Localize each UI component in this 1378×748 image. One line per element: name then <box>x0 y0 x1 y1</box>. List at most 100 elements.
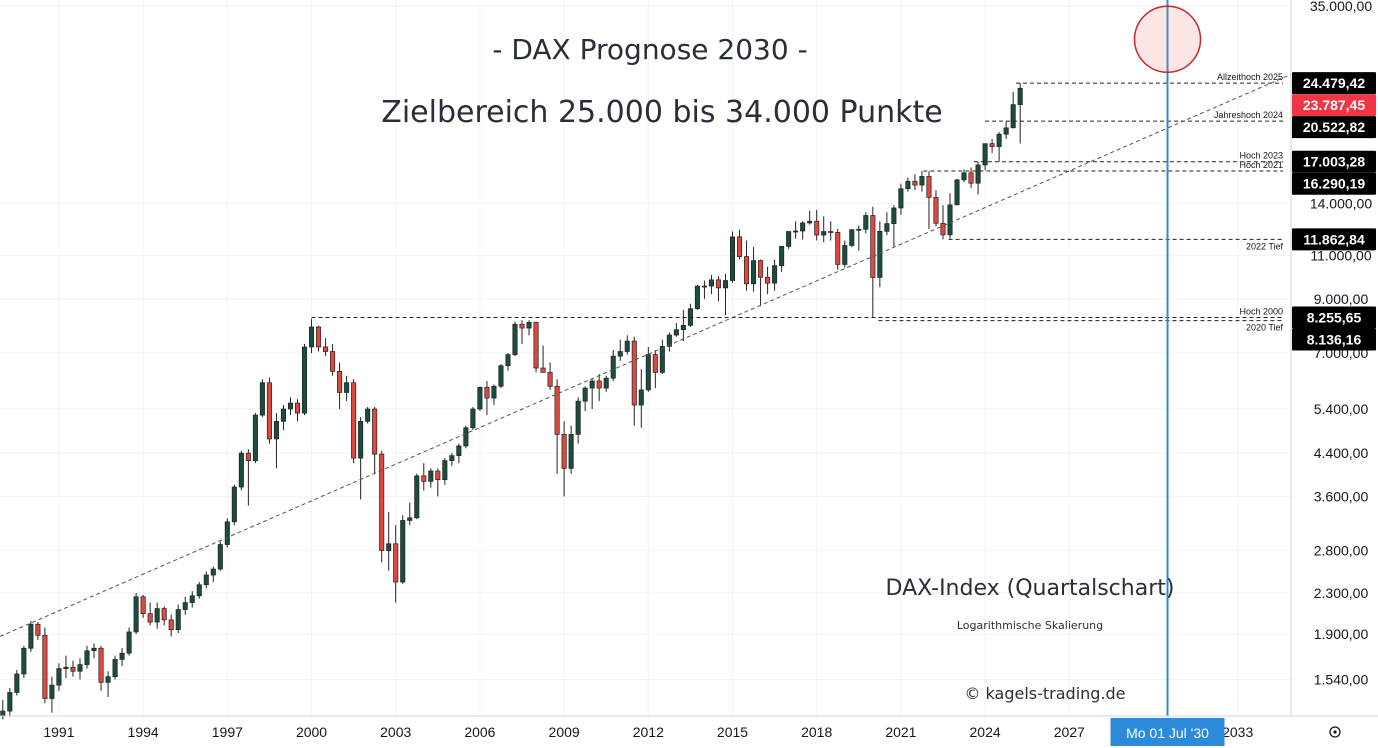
candle-body <box>498 365 504 387</box>
candle-down <box>744 240 750 291</box>
candle-body <box>91 647 97 652</box>
candle-body <box>807 220 813 224</box>
candle-body <box>547 372 553 387</box>
price-label-text: 11.862,84 <box>1303 231 1365 247</box>
price-label-text: 8.255,65 <box>1307 309 1362 325</box>
candle-body <box>224 521 230 545</box>
candle-up <box>779 246 785 272</box>
candle-down <box>519 320 525 345</box>
candle-down <box>323 338 329 357</box>
candle-down <box>372 407 378 474</box>
candle-up <box>807 210 813 225</box>
price-label-bg <box>1292 72 1376 95</box>
candle-body <box>989 143 995 147</box>
candle-up <box>996 132 1002 162</box>
price-scale[interactable]: 35.000,0014.000,0011.000,009.000,007.000… <box>1292 0 1376 687</box>
candle-body <box>414 475 420 519</box>
candle-up <box>1010 91 1016 129</box>
candle-up <box>708 275 714 295</box>
candle-body <box>512 323 518 355</box>
candle-body <box>280 408 286 422</box>
y-tick-label: 35.000,00 <box>1310 0 1372 14</box>
candle-body <box>751 260 757 285</box>
candle-body <box>975 164 981 184</box>
candle-up <box>954 178 960 206</box>
candle-up <box>1017 83 1023 144</box>
candle-up <box>568 425 574 474</box>
candle-up <box>919 170 925 192</box>
candle-up <box>28 620 34 652</box>
candle-body <box>407 517 413 521</box>
candle-up <box>91 643 97 659</box>
candle-up <box>666 332 672 352</box>
candle-body <box>112 659 118 678</box>
price-label: 17.003,28 <box>1292 150 1376 173</box>
candle-body <box>393 543 399 583</box>
candle-body <box>105 676 111 683</box>
price-label-bg <box>1292 94 1376 117</box>
candle-down <box>933 190 939 227</box>
x-tick-label: 2027 <box>1054 724 1085 740</box>
candle-down <box>330 344 336 376</box>
candle-down <box>147 602 153 626</box>
candle-body <box>287 402 294 410</box>
candle-body <box>786 231 792 247</box>
candle-body <box>238 452 244 488</box>
price-label: 11.862,84 <box>1292 228 1376 251</box>
candle-body <box>14 673 20 693</box>
candle-up <box>498 364 504 389</box>
candle-body <box>330 351 336 372</box>
candle-up <box>701 280 707 299</box>
candle-up <box>189 591 195 608</box>
candle-body <box>119 652 125 660</box>
candle-body <box>659 346 665 373</box>
candle-body <box>126 631 132 654</box>
candle-body <box>631 340 637 406</box>
candle-up <box>63 655 69 679</box>
chart-subtitle: Zielbereich 25.000 bis 34.000 Punkte <box>381 95 942 130</box>
target-date-tag: Mo 01 Jul '30 <box>1110 718 1225 746</box>
y-tick-label: 4.400,00 <box>1314 445 1369 461</box>
time-scale[interactable]: 1991 1994 1997 2000 2003 2006 2009 2012 2015 2018… <box>43 718 1253 746</box>
candle-up <box>224 518 230 548</box>
candle-body <box>582 387 588 402</box>
candle-body <box>316 326 322 348</box>
candle-body <box>161 608 167 621</box>
candle-up <box>273 413 279 469</box>
candle-body <box>245 452 251 461</box>
candle-body <box>0 710 6 717</box>
candle-up <box>645 346 651 392</box>
candle-up <box>842 240 848 268</box>
candle-body <box>42 634 48 699</box>
candle-up <box>891 205 897 247</box>
candle-body <box>266 382 272 440</box>
candle-down <box>547 362 553 390</box>
candle-body <box>421 475 427 482</box>
y-tick-label: 1.900,00 <box>1314 626 1369 642</box>
candle-body <box>982 143 988 166</box>
candle-body <box>947 204 953 236</box>
candle-body <box>624 340 630 352</box>
candle-body <box>744 256 750 285</box>
candle-up <box>947 193 953 239</box>
price-label: 23.787,45 <box>1292 94 1376 117</box>
candle-down <box>70 660 76 677</box>
candle-body <box>140 596 146 614</box>
candle-down <box>715 276 721 302</box>
x-tick-label: 1991 <box>43 724 74 740</box>
x-tick-label: 2003 <box>380 724 411 740</box>
candle-down <box>140 594 146 618</box>
candle-body <box>63 666 69 669</box>
candle-up <box>877 221 883 288</box>
price-label-bg <box>1292 172 1376 195</box>
candle-up <box>77 658 83 680</box>
candle-up <box>238 450 244 491</box>
candle-body <box>273 420 279 440</box>
candle-up <box>638 369 644 428</box>
candle-body <box>1003 127 1009 135</box>
candle-body <box>800 222 806 232</box>
candle-up <box>280 405 286 430</box>
candle-down <box>554 379 560 474</box>
settings-icon[interactable] <box>1329 726 1341 738</box>
